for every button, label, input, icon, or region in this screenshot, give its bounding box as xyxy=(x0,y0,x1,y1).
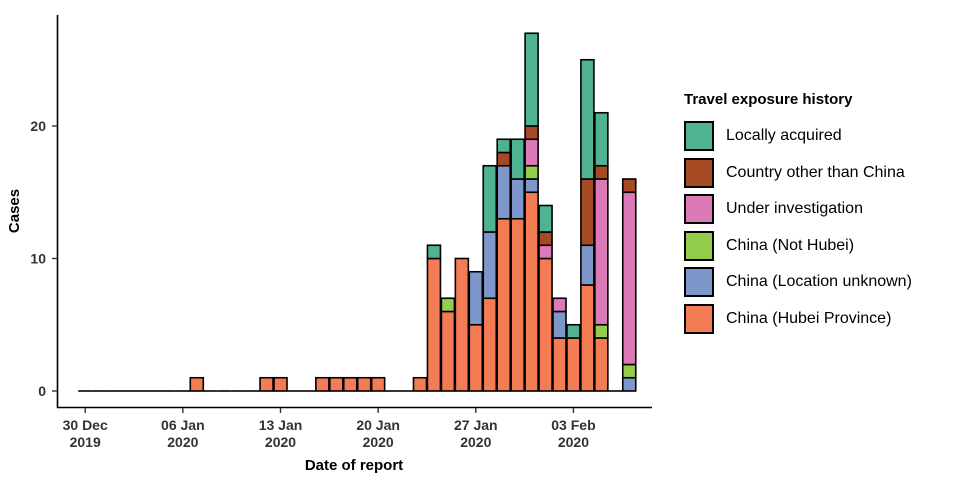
legend-label: China (Not Hubei) xyxy=(726,236,855,254)
legend-swatch xyxy=(684,230,714,261)
legend-item: China (Not Hubei) xyxy=(684,228,954,265)
y-tick-label: 10 xyxy=(30,251,46,267)
x-tick-label: 06 Jan xyxy=(161,417,205,433)
legend-swatch xyxy=(684,303,714,334)
bar-segment xyxy=(580,178,595,247)
bar-segment xyxy=(189,376,205,392)
bar-segment xyxy=(259,376,274,392)
legend-label: Under investigation xyxy=(726,200,863,218)
bar-segment xyxy=(594,164,609,180)
bar-segment xyxy=(510,217,525,392)
legend-label: China (Location unknown) xyxy=(726,273,912,291)
legend: Travel exposure history Locally acquired… xyxy=(684,91,954,337)
bar-segment xyxy=(496,138,512,154)
bar-segment xyxy=(580,58,595,180)
bar-segment xyxy=(510,138,525,180)
bar-segment xyxy=(342,376,358,392)
legend-swatch xyxy=(684,157,714,188)
legend-swatch xyxy=(684,194,714,225)
bar-segment xyxy=(273,376,288,392)
bar-segment xyxy=(496,217,512,392)
bar-segment xyxy=(426,244,442,260)
y-ticks: 0 10 20 xyxy=(30,118,57,399)
x-tick-label: 2020 xyxy=(558,434,589,450)
bar-segment xyxy=(468,323,484,392)
bar-segment xyxy=(552,337,567,392)
bar-segment xyxy=(621,363,637,379)
bar-segment xyxy=(440,297,456,313)
legend-item: China (Hubei Province) xyxy=(684,301,954,338)
bar-segment xyxy=(580,244,595,286)
legend-swatch xyxy=(684,267,714,298)
bar-segment xyxy=(482,231,498,300)
legend-items: Locally acquired Country other than China… xyxy=(684,118,954,337)
bar-segment xyxy=(328,376,344,392)
bar-segment xyxy=(552,297,567,313)
bar-segment xyxy=(594,111,609,167)
bar-segment xyxy=(538,244,553,260)
legend-swatch xyxy=(684,121,714,152)
legend-label: Locally acquired xyxy=(726,127,842,145)
bar-segment xyxy=(594,178,609,326)
legend-item: China (Location unknown) xyxy=(684,264,954,301)
bar-segment xyxy=(412,376,428,392)
y-tick-label: 20 xyxy=(30,118,46,134)
x-tick-label: 30 Dec xyxy=(63,417,108,433)
bar-segment xyxy=(482,297,498,392)
bar-segment xyxy=(621,178,637,194)
bar-segment xyxy=(538,231,553,247)
legend-title: Travel exposure history xyxy=(684,91,853,108)
bar-segment xyxy=(594,323,609,339)
x-tick-label: 2020 xyxy=(460,434,491,450)
bar-segment xyxy=(621,191,637,366)
x-tick-label: 27 Jan xyxy=(454,417,498,433)
bars-layer xyxy=(78,32,637,392)
x-tick-label: 2019 xyxy=(70,434,101,450)
bar-segment xyxy=(510,178,525,220)
bar-segment xyxy=(356,376,372,392)
bar-segment xyxy=(566,337,581,392)
y-axis-title: Cases xyxy=(6,189,23,233)
bar-segment xyxy=(370,376,386,392)
y-tick-label: 0 xyxy=(38,383,46,399)
bar-segment xyxy=(524,191,539,392)
legend-label: Country other than China xyxy=(726,163,905,181)
bar-segment xyxy=(482,164,498,233)
bar-segment xyxy=(594,337,609,392)
x-tick-label: 13 Jan xyxy=(259,417,303,433)
bar-segment xyxy=(315,376,330,392)
bar-segment xyxy=(496,151,512,167)
x-tick-label: 03 Feb xyxy=(551,417,595,433)
x-tick-label: 2020 xyxy=(363,434,394,450)
x-axis-title: Date of report xyxy=(305,457,403,474)
bar-segment xyxy=(454,257,470,392)
bar-segment xyxy=(538,204,553,233)
legend-item: Under investigation xyxy=(684,191,954,228)
legend-item: Country other than China xyxy=(684,155,954,192)
bar-segment xyxy=(496,164,512,220)
bar-segment xyxy=(621,376,637,392)
bar-segment xyxy=(468,270,484,326)
bar-segment xyxy=(426,257,442,392)
bar-segment xyxy=(524,178,539,194)
x-tick-label: 20 Jan xyxy=(356,417,400,433)
bar-segment xyxy=(538,257,553,392)
legend-item: Locally acquired xyxy=(684,118,954,155)
bar-segment xyxy=(524,138,539,167)
x-tick-label: 2020 xyxy=(167,434,198,450)
bar-segment xyxy=(524,164,539,180)
bar-segment xyxy=(440,310,456,392)
bar-segment xyxy=(524,32,539,127)
legend-label: China (Hubei Province) xyxy=(726,309,892,327)
x-tick-label: 2020 xyxy=(265,434,296,450)
bar-segment xyxy=(552,310,567,339)
bar-segment xyxy=(566,323,581,339)
bar-segment xyxy=(524,125,539,141)
bar-segment xyxy=(580,284,595,392)
